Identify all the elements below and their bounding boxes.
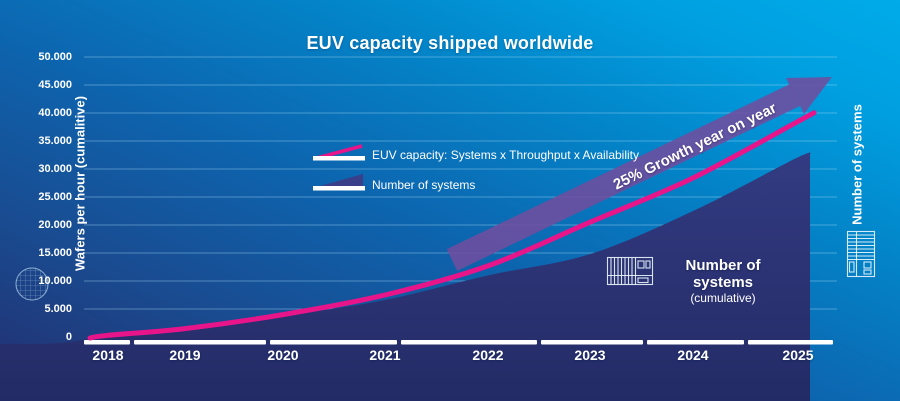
y-tick-label: 10.000 (38, 275, 72, 287)
systems-area-label-line2: (cumulative) (690, 291, 756, 305)
y-tick-label: 40.000 (38, 107, 72, 119)
y-tick-label: 0 (65, 331, 72, 343)
year-label: 2020 (267, 347, 299, 363)
year-label: 2023 (574, 347, 606, 363)
y-tick-label: 50.000 (38, 51, 72, 63)
x-axis-labels: 2018 2019 2020 2021 2022 2023 2024 2025 (0, 347, 900, 367)
y-tick-label: 30.000 (38, 163, 72, 175)
year-label: 2021 (369, 347, 401, 363)
y-tick-label: 25.000 (38, 191, 72, 203)
systems-area-label-line1: Number of systems (685, 257, 761, 291)
legend-label-systems: Number of systems (372, 178, 476, 192)
legend-symbol-capacity (313, 144, 365, 161)
y-tick-label: 35.000 (38, 135, 72, 147)
year-label: 2019 (169, 347, 201, 363)
growth-arrow (446, 77, 832, 271)
capacity-line-series (87, 110, 817, 341)
chart-title: EUV capacity shipped worldwide (306, 33, 594, 53)
y-tick-label: 20.000 (38, 219, 72, 231)
legend-symbol-systems (313, 174, 365, 191)
year-label: 2018 (92, 347, 124, 363)
year-label: 2024 (677, 347, 709, 363)
systems-area-label: Number of systems (cumulative) (656, 257, 790, 305)
right-axis-title: Number of systems (849, 104, 865, 225)
y-tick-labels: 50.000 45.000 40.000 35.000 30.000 25.000 20.0… (0, 0, 72, 401)
x-axis-line (84, 340, 833, 345)
year-label: 2022 (472, 347, 504, 363)
legend-label-capacity: EUV capacity: Systems x Throughput x Ava… (372, 148, 640, 162)
systems-area-series (0, 152, 811, 401)
y-tick-label: 5.000 (44, 303, 72, 315)
wafer-icon (15, 267, 49, 301)
euv-system-icon-vertical (846, 230, 876, 278)
y-axis-title: Wafers per hour (cumalitive) (72, 95, 88, 272)
y-tick-label: 15.000 (38, 247, 72, 259)
year-label: 2025 (782, 347, 814, 363)
y-tick-label: 45.000 (38, 79, 72, 91)
